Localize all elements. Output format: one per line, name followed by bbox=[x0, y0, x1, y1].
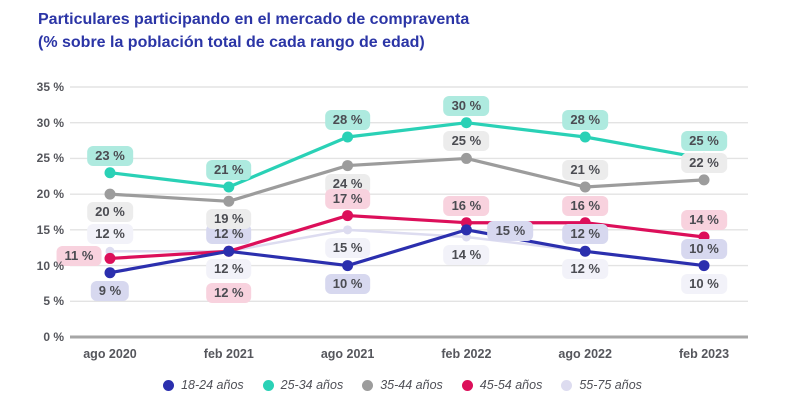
data-point bbox=[104, 167, 116, 179]
legend-dot-icon bbox=[362, 379, 374, 391]
data-point bbox=[223, 195, 235, 207]
legend-label: 35-44 años bbox=[380, 378, 443, 392]
data-label-chip: 9 % bbox=[90, 280, 130, 301]
data-label-chip: 10 % bbox=[324, 273, 371, 294]
data-label-chip: 17 % bbox=[324, 188, 371, 209]
data-label-chip: 11 % bbox=[56, 246, 102, 267]
data-point bbox=[579, 131, 591, 143]
x-axis-tick-label: feb 2022 bbox=[441, 347, 492, 361]
data-point bbox=[698, 260, 710, 272]
data-label-chip: 25 % bbox=[681, 131, 727, 152]
data-label-chip: 28 % bbox=[562, 110, 609, 130]
series-line-25-34años bbox=[109, 121, 705, 189]
legend-label: 18-24 años bbox=[181, 378, 244, 392]
y-axis-tick-label: 35 % bbox=[36, 80, 64, 94]
legend-label: 55-75 años bbox=[579, 378, 642, 392]
y-axis-tick-label: 30 % bbox=[36, 115, 64, 130]
data-label-chip: 28 % bbox=[324, 110, 371, 130]
data-point bbox=[698, 174, 710, 186]
chart-header: Particulares participando en el mercado … bbox=[38, 8, 738, 54]
series-line-45-54años bbox=[109, 213, 705, 261]
data-label-chip: 12 % bbox=[205, 224, 252, 245]
data-label-chip: 15 % bbox=[324, 237, 371, 258]
data-label-chip: 23 % bbox=[87, 145, 133, 166]
data-point bbox=[342, 160, 354, 172]
y-axis-tick-label: 15 % bbox=[36, 222, 64, 237]
data-point bbox=[342, 210, 354, 222]
chart-subtitle: (% sobre la población total de cada rang… bbox=[38, 34, 425, 52]
legend-item: 55-75 años bbox=[561, 378, 642, 392]
legend-item: 45-54 años bbox=[461, 378, 543, 392]
data-label-chip: 30 % bbox=[443, 95, 490, 116]
data-label-chip: 16 % bbox=[562, 195, 609, 216]
data-label-chip: 21 % bbox=[205, 160, 252, 180]
data-point bbox=[223, 245, 235, 257]
y-axis-tick-label: 10 % bbox=[36, 258, 64, 273]
y-axis-tick-label: 25 % bbox=[36, 151, 64, 166]
data-label-chip: 22 % bbox=[681, 152, 727, 173]
x-axis-tick-label: ago 2021 bbox=[320, 347, 375, 361]
data-label-chip: 20 % bbox=[87, 202, 133, 223]
data-label-chip: 14 % bbox=[443, 245, 490, 265]
legend-item: 25-34 años bbox=[262, 378, 344, 392]
data-label-chip: 12 % bbox=[562, 224, 609, 245]
legend-item: 35-44 años bbox=[362, 378, 443, 392]
legend-dot-icon bbox=[262, 379, 274, 391]
data-point bbox=[104, 267, 116, 279]
legend-label: 25-34 años bbox=[280, 378, 344, 392]
data-label-chip: 15 % bbox=[487, 220, 534, 241]
legend-dot-icon bbox=[163, 379, 175, 391]
data-point bbox=[104, 188, 116, 200]
series-line-35-44años bbox=[109, 156, 705, 203]
data-point bbox=[460, 152, 472, 164]
y-axis-tick-label: 0 % bbox=[43, 330, 64, 344]
legend-dot-icon bbox=[561, 379, 573, 391]
series-line-18-24años bbox=[109, 228, 705, 275]
data-label-chip: 12 % bbox=[562, 259, 609, 280]
chart-title: Particulares participando en el mercado … bbox=[38, 11, 470, 28]
x-axis-tick-label: ago 2022 bbox=[558, 347, 612, 361]
x-axis-tick-label: feb 2023 bbox=[678, 347, 730, 361]
legend-item: 18-24 años bbox=[163, 378, 244, 392]
chart-legend: 18-24 años 25-34 años 35-44 años 45-54 años… bbox=[0, 378, 805, 392]
data-label-chip: 14 % bbox=[681, 210, 727, 230]
data-label-chip: 12 % bbox=[205, 283, 252, 304]
data-label-chip: 16 % bbox=[443, 195, 490, 216]
data-label-chip: 21 % bbox=[562, 160, 609, 180]
data-label-chip: 12 % bbox=[205, 259, 252, 280]
data-point bbox=[342, 260, 354, 272]
data-label-chip: 10 % bbox=[681, 238, 727, 259]
data-point bbox=[104, 252, 116, 264]
data-point bbox=[460, 117, 472, 129]
x-axis-tick-label: ago 2020 bbox=[83, 347, 137, 361]
y-axis-tick-label: 5 % bbox=[43, 294, 64, 309]
legend-dot-icon bbox=[461, 379, 473, 391]
data-point bbox=[579, 181, 591, 193]
data-point bbox=[343, 225, 353, 235]
legend-label: 45-54 años bbox=[479, 378, 543, 392]
y-axis-tick-label: 20 % bbox=[36, 187, 64, 202]
data-point bbox=[579, 245, 591, 257]
data-label-chip: 19 % bbox=[205, 209, 252, 230]
data-point bbox=[223, 181, 235, 193]
data-point bbox=[460, 224, 472, 236]
data-label-chip: 12 % bbox=[87, 224, 133, 245]
data-point bbox=[342, 131, 354, 143]
data-label-chip: 25 % bbox=[443, 131, 490, 152]
data-label-chip: 10 % bbox=[681, 273, 727, 294]
x-axis-tick-label: feb 2021 bbox=[203, 347, 254, 361]
